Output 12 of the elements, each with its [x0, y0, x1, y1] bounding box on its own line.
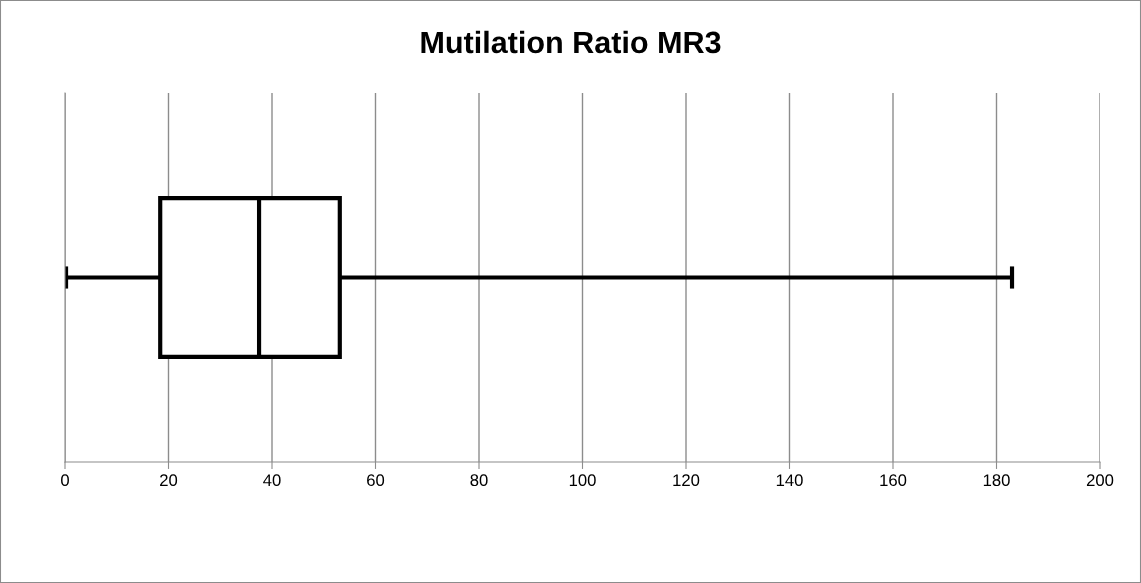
x-tick-label: 0 — [61, 474, 69, 487]
x-tick-label: 180 — [983, 474, 1010, 487]
x-tick-label: 60 — [367, 474, 385, 487]
chart-title: Mutilation Ratio MR3 — [421, 30, 721, 54]
x-tick-label: 100 — [569, 474, 596, 487]
x-tick-label: 160 — [880, 474, 907, 487]
x-tick-label: 80 — [470, 474, 488, 487]
x-tick-label: 200 — [1086, 474, 1114, 487]
x-tick-label: 120 — [673, 474, 700, 487]
x-tick-label: 40 — [263, 474, 281, 487]
x-tick-label: 140 — [776, 474, 803, 487]
x-tick-label: 20 — [160, 474, 178, 487]
